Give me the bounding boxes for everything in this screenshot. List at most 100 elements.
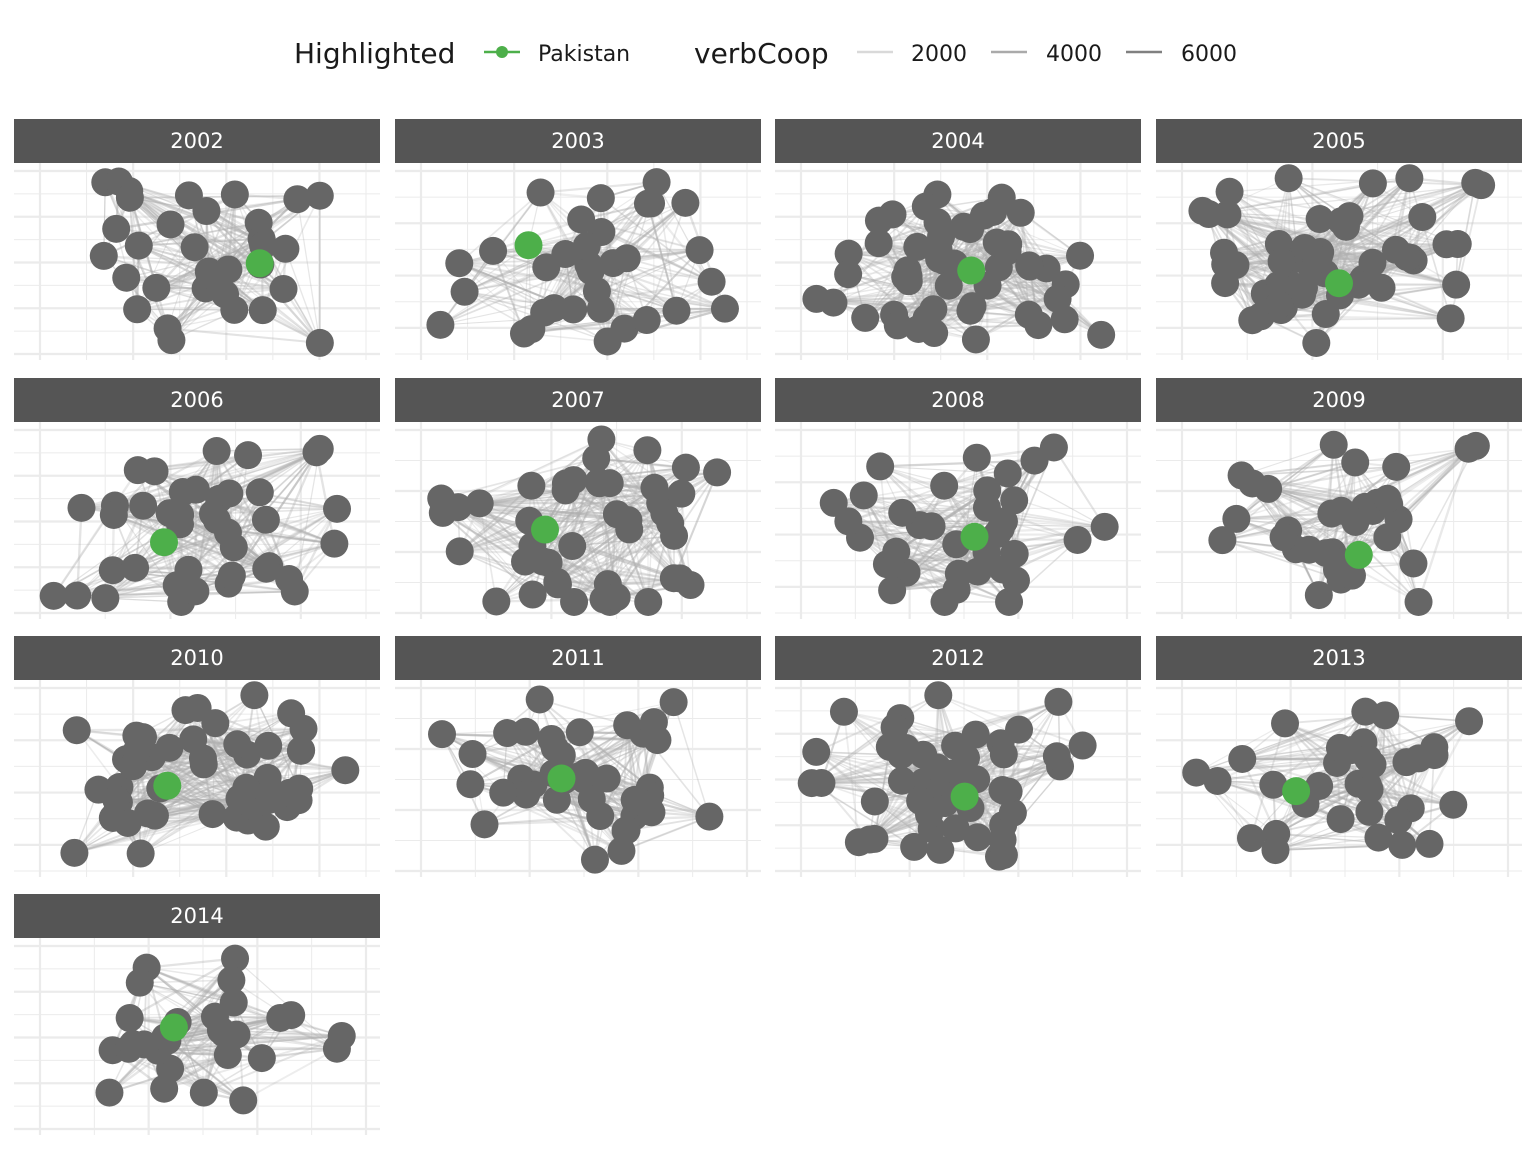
node [119, 752, 148, 781]
node [1408, 203, 1437, 232]
node [1305, 771, 1334, 800]
node [887, 766, 916, 795]
node [632, 306, 661, 335]
node [219, 988, 248, 1017]
node [428, 720, 457, 749]
node [232, 773, 261, 802]
node [633, 436, 662, 465]
node [807, 769, 836, 798]
node [906, 786, 935, 815]
node [1358, 248, 1387, 277]
node [60, 838, 89, 867]
node [323, 494, 352, 523]
node [1319, 430, 1348, 459]
highlighted-node-year-2014 [159, 1013, 188, 1042]
node [211, 280, 240, 309]
node [924, 681, 953, 710]
node [89, 241, 118, 270]
node [428, 498, 457, 527]
node [592, 764, 621, 793]
node [458, 740, 487, 769]
node [1404, 587, 1433, 616]
node [1393, 243, 1422, 272]
node [982, 228, 1011, 257]
node [67, 493, 96, 522]
node [220, 180, 249, 209]
node [479, 236, 508, 265]
node [253, 763, 282, 792]
node [942, 575, 971, 604]
node [995, 587, 1024, 616]
node [123, 295, 152, 324]
node [1384, 505, 1413, 534]
node [217, 561, 246, 590]
nodes-year-2006 [39, 434, 352, 616]
node [547, 741, 576, 770]
node [659, 688, 688, 717]
node [62, 716, 91, 745]
node [1182, 758, 1211, 787]
node [1392, 748, 1421, 777]
nodes-year-2003 [426, 168, 739, 356]
node [1358, 169, 1387, 198]
node [900, 832, 929, 861]
node [991, 777, 1020, 806]
nodes-year-2002 [89, 167, 334, 357]
node [963, 823, 992, 852]
node [1043, 284, 1072, 313]
node [198, 800, 227, 829]
node [987, 183, 1016, 212]
node [1382, 452, 1411, 481]
node [941, 814, 970, 843]
node [156, 210, 185, 239]
node [248, 296, 277, 325]
node [530, 298, 559, 327]
node [234, 441, 263, 470]
node [269, 274, 298, 303]
node [972, 493, 1001, 522]
node [305, 328, 334, 357]
legend-weight-label-2: 4000 [1046, 42, 1102, 67]
node [930, 471, 959, 500]
node [834, 260, 863, 289]
node [567, 205, 596, 234]
node [518, 580, 547, 609]
node [229, 1086, 258, 1115]
node [917, 512, 946, 541]
strip-label-year-2012: 2012 [931, 646, 984, 670]
node [1006, 198, 1035, 227]
node [634, 587, 663, 616]
node [695, 802, 724, 831]
node [118, 1030, 147, 1059]
node [189, 1078, 218, 1107]
node [525, 685, 554, 714]
node [91, 584, 120, 613]
strip-year-2008 [775, 378, 1141, 422]
node [1355, 797, 1384, 826]
node [697, 267, 726, 296]
node [986, 514, 1015, 543]
node [1265, 290, 1294, 319]
node [509, 319, 538, 348]
nodes-year-2007 [427, 425, 732, 616]
highlighted-node-year-2007 [531, 515, 559, 544]
strip-year-2007 [395, 378, 761, 422]
strip-year-2013 [1156, 636, 1522, 680]
node [271, 234, 300, 263]
node [1238, 306, 1267, 335]
node [305, 181, 334, 210]
node [883, 311, 912, 340]
node [1215, 177, 1244, 206]
node [1384, 806, 1413, 835]
node [542, 785, 571, 814]
node [989, 740, 1018, 769]
nodes-year-2010 [60, 681, 360, 868]
node [202, 437, 231, 466]
node [660, 521, 689, 550]
strip-label-year-2004: 2004 [931, 129, 984, 153]
gridlines-year-2011 [395, 680, 761, 877]
node [602, 583, 631, 612]
node [866, 452, 895, 481]
legend-highlight-title: Highlighted [294, 37, 455, 70]
